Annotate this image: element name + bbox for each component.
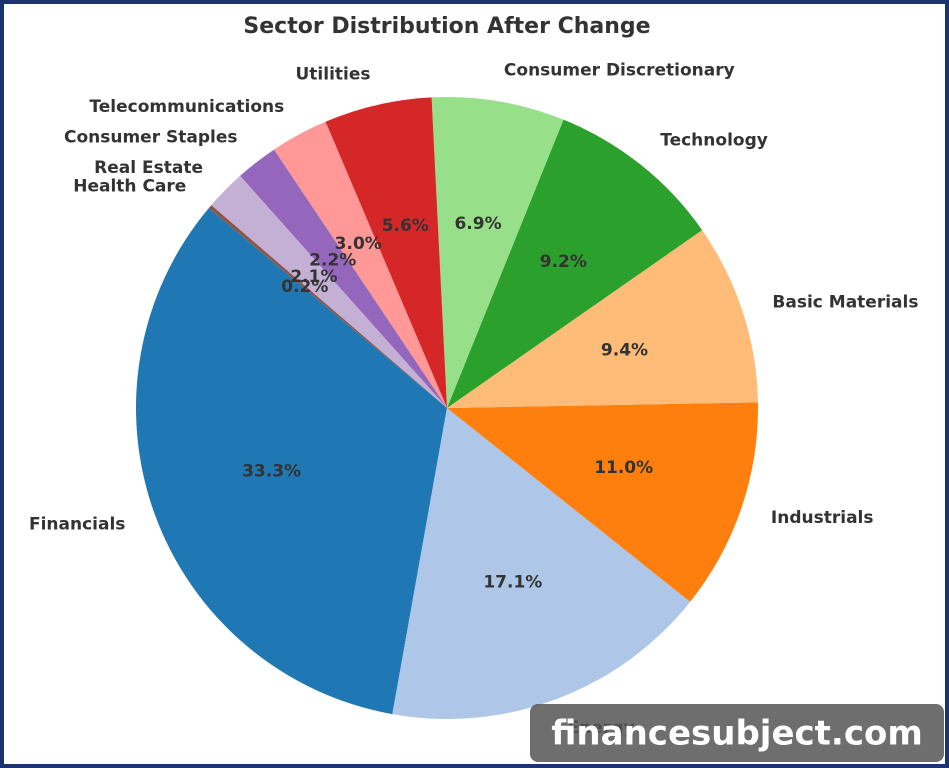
pie-slice [447,119,703,409]
pie-slice [431,96,564,408]
pie-slice [273,121,447,408]
pie: Financials33.3%Energy17.1%Industrials11.… [29,61,919,738]
value-label: 2.1% [290,267,337,287]
slice-label: Real Estate [94,158,203,178]
slice-label: Industrials [771,508,874,528]
value-label: 2.2% [309,250,356,270]
pie-slice [211,175,447,408]
pie-slice [136,208,447,715]
pie-slice [447,230,758,408]
value-label: 0.2% [281,277,328,297]
slice-label: Financials [29,515,125,535]
slice-label: Consumer Staples [64,128,238,148]
slice-label: Telecommunications [89,97,284,117]
value-label: 6.9% [454,214,501,234]
slice-label: Basic Materials [772,293,918,313]
pie-slice [240,149,447,408]
value-label: 17.1% [483,573,542,593]
value-label: 9.4% [601,340,648,360]
value-label: 33.3% [242,462,301,482]
slice-label: Health Care [73,176,186,196]
pie-slice [447,402,758,602]
value-label: 3.0% [335,234,382,254]
value-label: 11.0% [594,458,653,478]
value-label: 5.6% [382,216,429,236]
slice-label: Technology [660,130,768,150]
slice-label: Consumer Discretionary [504,61,735,81]
slice-label: Utilities [295,65,370,85]
chart-title: Sector Distribution After Change [243,14,650,39]
watermark-box [530,704,944,762]
watermark: financesubject.com [551,714,923,754]
pie-slice [208,205,447,408]
pie-slice [392,408,691,719]
value-label: 9.2% [540,252,587,272]
pie-slice [325,97,447,409]
